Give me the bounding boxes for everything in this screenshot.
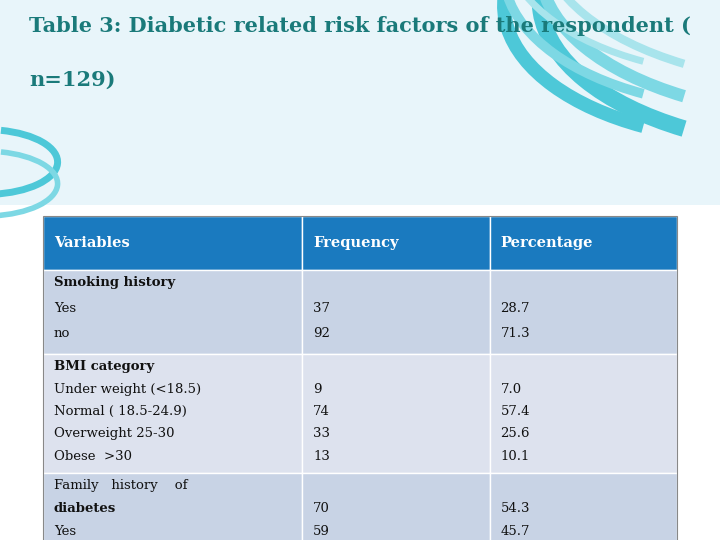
Text: Yes: Yes [54, 525, 76, 538]
Bar [0, 0, 720, 205]
Text: diabetes: diabetes [54, 502, 116, 515]
Bar [43, 472, 302, 540]
Bar [43, 270, 302, 354]
Text: 25.6: 25.6 [500, 428, 530, 441]
Text: Table 3: Diabetic related risk factors of the respondent (: Table 3: Diabetic related risk factors o… [29, 16, 690, 36]
Text: 54.3: 54.3 [500, 502, 530, 515]
Text: Smoking history: Smoking history [54, 276, 175, 289]
Text: no: no [54, 327, 71, 340]
Text: 33: 33 [313, 428, 330, 441]
Text: Overweight 25-30: Overweight 25-30 [54, 428, 174, 441]
Bar [302, 216, 490, 270]
Text: 74: 74 [313, 405, 330, 418]
Text: 71.3: 71.3 [500, 327, 530, 340]
Bar [43, 216, 302, 270]
Text: 37: 37 [313, 302, 330, 315]
Bar [490, 216, 677, 270]
Bar [43, 216, 677, 540]
Bar [302, 354, 490, 472]
Text: BMI category: BMI category [54, 360, 154, 373]
Text: 70: 70 [313, 502, 330, 515]
Text: 28.7: 28.7 [500, 302, 530, 315]
Bar [302, 472, 490, 540]
Bar [490, 354, 677, 472]
Text: 57.4: 57.4 [500, 405, 530, 418]
Text: Family   history    of: Family history of [54, 479, 187, 492]
Text: Variables: Variables [54, 236, 130, 250]
Text: Obese  >30: Obese >30 [54, 450, 132, 463]
Text: 10.1: 10.1 [500, 450, 530, 463]
Bar [302, 270, 490, 354]
Text: Normal ( 18.5-24.9): Normal ( 18.5-24.9) [54, 405, 187, 418]
Text: 92: 92 [313, 327, 330, 340]
Text: 59: 59 [313, 525, 330, 538]
Text: Under weight (<18.5): Under weight (<18.5) [54, 383, 201, 396]
Text: 13: 13 [313, 450, 330, 463]
Text: Percentage: Percentage [500, 236, 593, 250]
Text: 9: 9 [313, 383, 322, 396]
Bar [490, 270, 677, 354]
Bar [43, 354, 302, 472]
Bar [0, 151, 720, 540]
Text: Frequency: Frequency [313, 236, 399, 250]
Text: n=129): n=129) [29, 70, 115, 90]
Bar [490, 472, 677, 540]
Text: Yes: Yes [54, 302, 76, 315]
Text: 7.0: 7.0 [500, 383, 521, 396]
Text: 45.7: 45.7 [500, 525, 530, 538]
